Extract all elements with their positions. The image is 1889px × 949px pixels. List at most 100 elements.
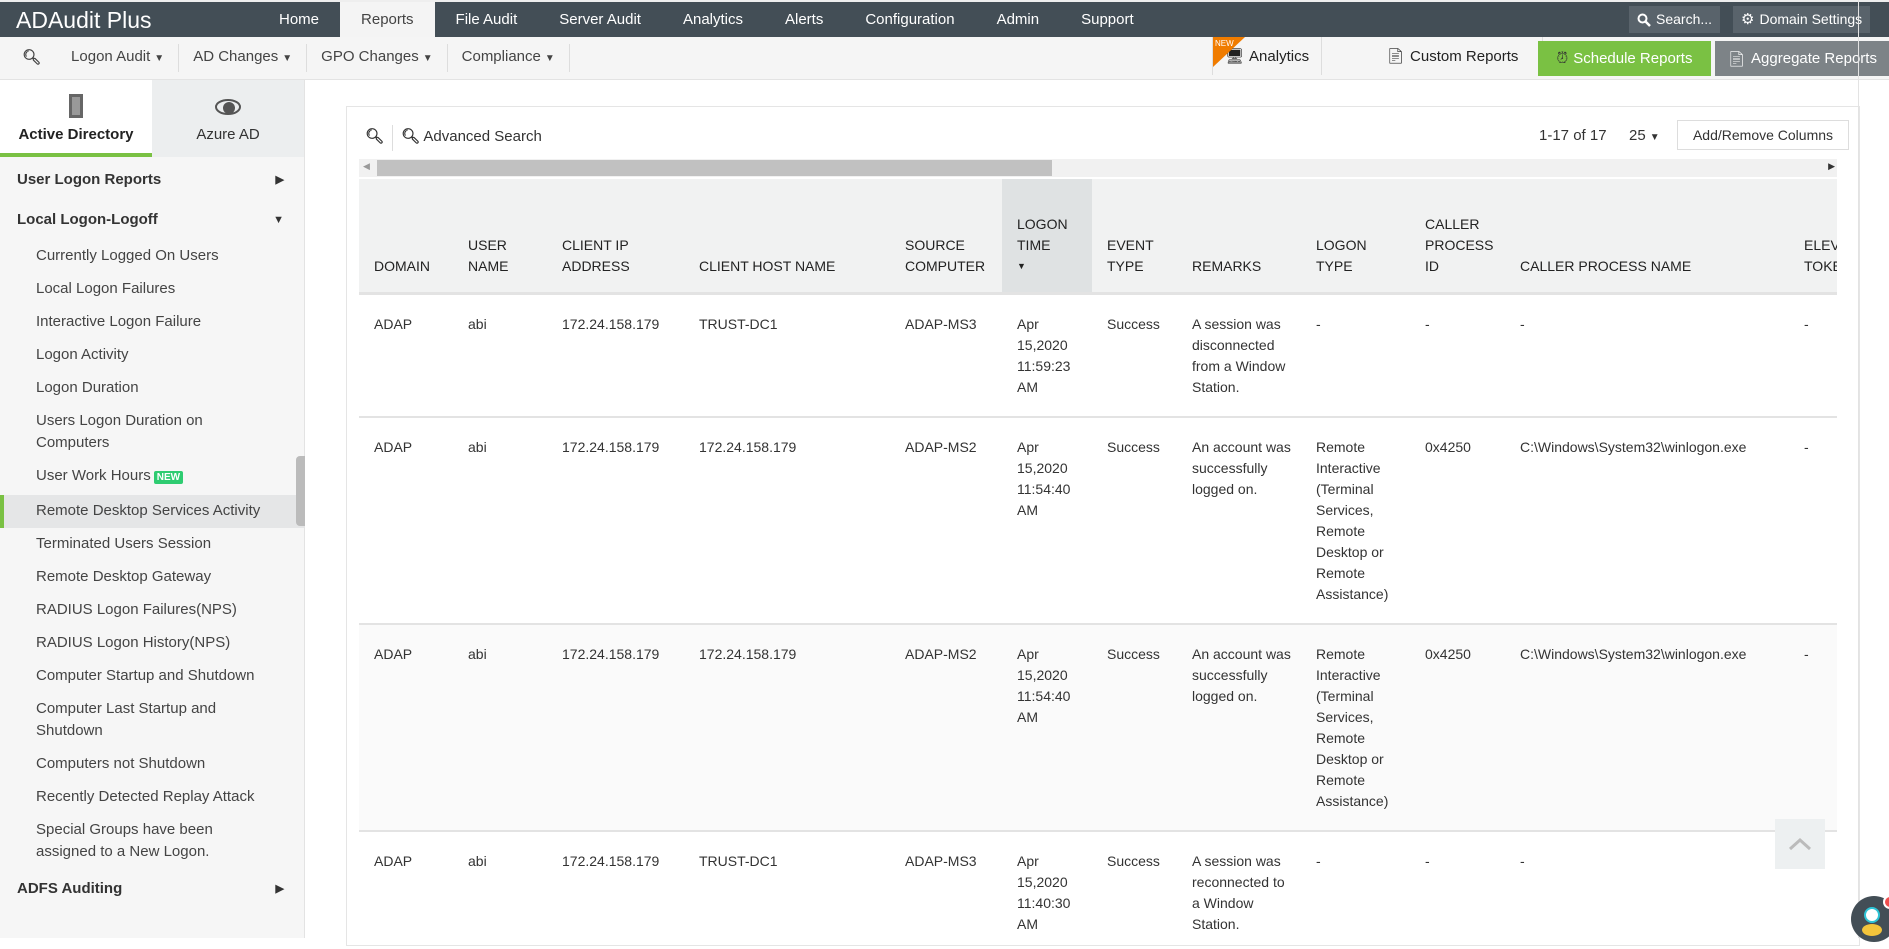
sidebar-item[interactable]: Currently Logged On Users xyxy=(0,240,304,273)
sidebar-item-label: User Work Hours xyxy=(36,467,151,484)
sidebar-item[interactable]: Logon Activity xyxy=(0,339,304,372)
sidebar-item[interactable]: RADIUS Logon Failures(NPS) xyxy=(0,594,304,627)
sidebar-group-label: User Logon Reports xyxy=(17,171,161,188)
sidebar-item[interactable]: Users Logon Duration on Computers xyxy=(0,405,304,460)
support-chat-button[interactable] xyxy=(1851,896,1889,942)
sidebar-item[interactable]: Special Groups have been assigned to a N… xyxy=(0,814,304,869)
tab-support[interactable]: Support xyxy=(1060,2,1155,37)
sidebar-item-label: Special Groups have been assigned to a N… xyxy=(36,821,213,860)
table-cell: ADAP xyxy=(359,624,453,831)
column-header[interactable]: Domain xyxy=(359,179,453,293)
sidebar-item[interactable]: RADIUS Logon History(NPS) xyxy=(0,627,304,660)
table-cell: 0x4250 xyxy=(1410,417,1505,624)
custom-reports-label: Custom Reports xyxy=(1410,48,1518,65)
quick-search-icon[interactable]: 🔍︎ xyxy=(0,45,57,71)
new-corner-badge: NEW xyxy=(1213,37,1245,67)
table-cell: Success xyxy=(1092,417,1177,624)
advanced-search-button[interactable]: 🔍︎ Advanced Search xyxy=(401,127,542,145)
search-label: Search... xyxy=(1656,6,1712,33)
sidebar-item[interactable]: Local Logon Failures xyxy=(0,273,304,306)
column-header[interactable]: User Name xyxy=(453,179,547,293)
add-remove-columns-button[interactable]: Add/Remove Columns xyxy=(1677,120,1849,150)
table-cell: - xyxy=(1410,831,1505,949)
custom-reports-button[interactable]: 📄︎ Custom Reports xyxy=(1362,37,1543,75)
sidebar-collapse-handle[interactable] xyxy=(296,456,305,526)
column-header[interactable]: Caller Process ID xyxy=(1410,179,1505,293)
tab-reports[interactable]: Reports xyxy=(340,2,435,37)
column-header[interactable]: Client IP Address xyxy=(547,179,684,293)
page-size-value: 25 xyxy=(1629,127,1646,144)
scrollbar-thumb[interactable] xyxy=(377,160,1052,176)
sidebar-item-label: Computer Startup and Shutdown xyxy=(36,667,254,684)
column-header[interactable]: Logon Time▼ xyxy=(1002,179,1092,293)
sidebar-group[interactable]: Local Logon-Logoff▼ xyxy=(0,200,304,240)
menu-label: AD Changes xyxy=(193,48,278,65)
search-button[interactable]: Search... xyxy=(1629,6,1720,33)
table-cell: 172.24.158.179 xyxy=(547,293,684,417)
column-header[interactable]: Elevated Token xyxy=(1789,179,1837,293)
sidebar-item[interactable]: Computer Last Startup and Shutdown xyxy=(0,693,304,748)
column-header[interactable]: Remarks xyxy=(1177,179,1301,293)
table-cell: ADAP-MS2 xyxy=(890,624,1002,831)
report-table: DomainUser NameClient IP AddressClient H… xyxy=(359,179,1837,949)
tab-azure-ad[interactable]: Azure AD xyxy=(152,80,304,157)
sidebar-item-label: Remote Desktop Gateway xyxy=(36,568,211,585)
menu-logon-audit[interactable]: Logon Audit▼ xyxy=(57,44,179,72)
sidebar-item[interactable]: Logon Duration xyxy=(0,372,304,405)
table-cell: ADAP xyxy=(359,417,453,624)
scroll-left-icon[interactable]: ◀ xyxy=(363,161,370,172)
column-header[interactable]: Caller Process Name xyxy=(1505,179,1789,293)
filter-search-icon[interactable]: 🔍︎ xyxy=(365,127,384,145)
aggregate-reports-button[interactable]: 📄︎ Aggregate Reports xyxy=(1715,41,1889,76)
column-header[interactable]: Event Type xyxy=(1092,179,1177,293)
scroll-to-top-button[interactable] xyxy=(1775,819,1825,869)
tab-configuration[interactable]: Configuration xyxy=(844,2,975,37)
analytics-button[interactable]: NEW 🖥︎ Analytics xyxy=(1212,37,1322,75)
sidebar-item[interactable]: Computer Startup and Shutdown xyxy=(0,660,304,693)
table-cell: - xyxy=(1789,624,1837,831)
caret-down-icon: ▼ xyxy=(1650,132,1660,143)
app-logo: ADAudit Plus xyxy=(16,7,152,34)
sidebar-group[interactable]: User Logon Reports▶ xyxy=(0,160,304,200)
column-header[interactable]: Logon Type xyxy=(1301,179,1410,293)
tab-server-audit[interactable]: Server Audit xyxy=(538,2,662,37)
sidebar-item[interactable]: Terminated Users Session xyxy=(0,528,304,561)
sidebar-item[interactable]: Remote Desktop Gateway xyxy=(0,561,304,594)
table-cell: Apr 15,2020 11:54:40 AM xyxy=(1002,624,1092,831)
sidebar-item[interactable]: Computers not Shutdown xyxy=(0,748,304,781)
vertical-scrollbar-track[interactable] xyxy=(1858,0,1859,938)
sidebar-group[interactable]: ADFS Auditing▶ xyxy=(0,869,304,909)
caret-down-icon: ▼ xyxy=(154,53,164,64)
column-header[interactable]: Client Host Name xyxy=(684,179,890,293)
tab-analytics[interactable]: Analytics xyxy=(662,2,764,37)
sidebar-group-label: ADFS Auditing xyxy=(17,880,122,897)
menu-ad-changes[interactable]: AD Changes▼ xyxy=(179,44,307,72)
tab-active-directory[interactable]: Active Directory xyxy=(0,80,152,157)
domain-settings-button[interactable]: ⚙ Domain Settings xyxy=(1733,6,1870,33)
menu-compliance[interactable]: Compliance▼ xyxy=(448,44,570,72)
sidebar-item[interactable]: Interactive Logon Failure xyxy=(0,306,304,339)
table-cell: 172.24.158.179 xyxy=(684,417,890,624)
tab-home[interactable]: Home xyxy=(258,2,340,37)
schedule-reports-button[interactable]: ⏰︎ Schedule Reports xyxy=(1538,41,1711,76)
sidebar-item[interactable]: Remote Desktop Services Activity xyxy=(0,495,304,528)
tab-file-audit[interactable]: File Audit xyxy=(435,2,539,37)
sort-desc-icon[interactable]: ▼ xyxy=(1017,256,1082,277)
tab-alerts[interactable]: Alerts xyxy=(764,2,844,37)
scroll-right-icon[interactable]: ▶ xyxy=(1828,161,1835,172)
menu-gpo-changes[interactable]: GPO Changes▼ xyxy=(307,44,447,72)
sidebar-item[interactable]: Recently Detected Replay Attack xyxy=(0,781,304,814)
sidebar-item-label: RADIUS Logon Failures(NPS) xyxy=(36,601,237,618)
table-cell: A session was disconnected from a Window… xyxy=(1177,293,1301,417)
search-icon xyxy=(1637,13,1651,27)
horizontal-scrollbar[interactable]: ◀ ▶ xyxy=(359,159,1837,177)
column-header[interactable]: Source Computer xyxy=(890,179,1002,293)
tab-label: Active Directory xyxy=(18,126,133,143)
tab-admin[interactable]: Admin xyxy=(976,2,1061,37)
page-size-select[interactable]: 25 ▼ xyxy=(1629,127,1660,144)
